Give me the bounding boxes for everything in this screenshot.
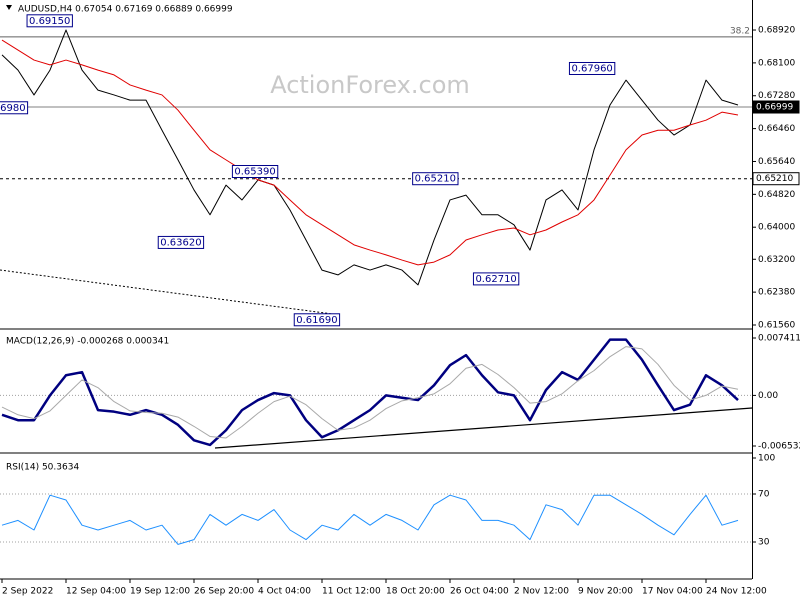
x-tick-label: 24 Nov 12:00 xyxy=(706,587,767,597)
header-icon xyxy=(6,5,12,10)
annotation-label: 0.61690 xyxy=(296,315,337,326)
y-tick-label: 0.61560 xyxy=(758,320,795,330)
y-tick-label: 70 xyxy=(758,490,770,500)
series-line xyxy=(1,39,739,266)
annotation-label: 0.65390 xyxy=(234,166,275,177)
series-line xyxy=(1,346,739,439)
panel-title: AUDUSD,H4 0.67054 0.67169 0.66889 0.6699… xyxy=(18,5,233,15)
x-tick-label: 9 Nov 20:00 xyxy=(578,587,633,597)
y-tick-label: 0.62380 xyxy=(758,288,795,298)
annotation-box xyxy=(231,164,279,178)
annotation-label: 6980 xyxy=(0,103,25,114)
panel-title: RSI(14) 50.3634 xyxy=(6,463,79,473)
annotation-label: 0.63620 xyxy=(160,237,201,248)
trend-line xyxy=(214,407,753,449)
price-marker xyxy=(752,172,800,186)
x-tick-label: 19 Sep 12:00 xyxy=(130,587,190,597)
annotation-box xyxy=(412,172,459,186)
y-tick-label: 0.64000 xyxy=(758,223,795,233)
x-tick-label: 12 Sep 04:00 xyxy=(66,587,126,597)
x-tick-label: 26 Sep 20:00 xyxy=(194,587,254,597)
x-tick-label: 26 Oct 04:00 xyxy=(450,587,509,597)
annotation-box xyxy=(568,61,616,75)
annotation-box xyxy=(157,235,205,249)
x-tick-label: 18 Oct 20:00 xyxy=(386,587,445,597)
y-tick-label: 0.63200 xyxy=(758,255,795,265)
fib-label: 38.2 xyxy=(730,26,750,36)
y-tick-label: 0.64820 xyxy=(758,190,795,200)
annotation-label: 0.69150 xyxy=(29,16,70,27)
y-tick-label: 0.68100 xyxy=(758,58,795,68)
annotation-label: 0.65210 xyxy=(415,174,456,185)
price-marker-label: 0.65210 xyxy=(756,174,793,184)
series-line xyxy=(1,494,739,545)
trend-line xyxy=(0,269,341,316)
x-tick-label: 11 Oct 12:00 xyxy=(322,587,381,597)
x-tick-label: 2 Sep 2022 xyxy=(2,587,53,597)
price-marker-label: 0.66999 xyxy=(756,103,793,113)
y-tick-label: 30 xyxy=(758,538,770,548)
y-tick-label: 0.65640 xyxy=(758,157,795,167)
annotation-box xyxy=(0,101,29,115)
y-tick-label: 0.68920 xyxy=(758,26,795,36)
series-line xyxy=(1,29,739,286)
y-tick-label: 100 xyxy=(758,454,775,464)
y-tick-label: 0.00 xyxy=(758,391,778,401)
series-line xyxy=(1,338,739,447)
y-tick-label: 0.66460 xyxy=(758,124,795,134)
annotation-label: 0.62710 xyxy=(475,274,516,285)
y-tick-label: 0.007411 xyxy=(758,334,800,344)
annotation-box xyxy=(472,272,520,286)
panel-title: MACD(12,26,9) -0.000268 0.000341 xyxy=(6,337,169,347)
x-tick-label: 17 Nov 04:00 xyxy=(642,587,703,597)
watermark: ActionForex.com xyxy=(270,71,470,99)
price-marker xyxy=(752,100,800,114)
x-tick-label: 2 Nov 12:00 xyxy=(514,587,569,597)
y-tick-label: 0.67280 xyxy=(758,91,795,101)
annotation-label: 0.67960 xyxy=(571,63,612,74)
x-tick-label: 4 Oct 04:00 xyxy=(258,587,311,597)
annotation-box xyxy=(26,14,73,28)
y-tick-label: -0.006532 xyxy=(758,441,800,451)
annotation-box xyxy=(293,313,341,327)
